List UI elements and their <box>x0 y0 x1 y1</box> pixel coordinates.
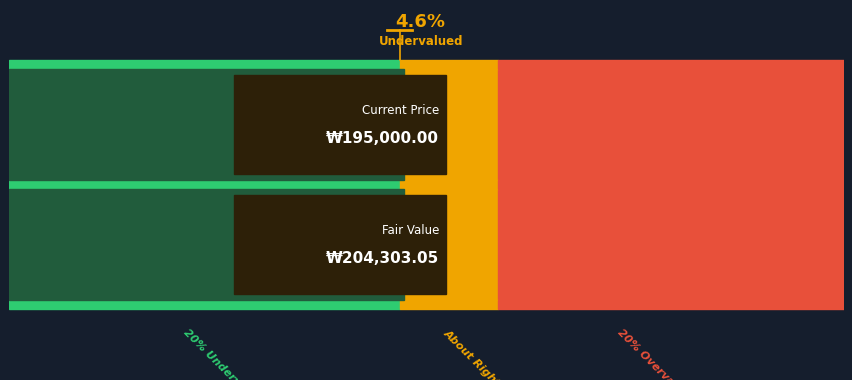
Text: ₩195,000.00: ₩195,000.00 <box>325 131 439 146</box>
Bar <box>9 189 400 300</box>
Text: Undervalued: Undervalued <box>378 35 463 49</box>
Bar <box>498 69 843 180</box>
Bar <box>498 180 843 189</box>
Bar <box>400 60 498 69</box>
Text: About Right: About Right <box>441 328 502 380</box>
Text: 20% Undervalued: 20% Undervalued <box>181 328 266 380</box>
Bar <box>9 180 400 189</box>
Bar <box>400 300 498 309</box>
Bar <box>400 189 498 300</box>
Text: ₩204,303.05: ₩204,303.05 <box>325 251 439 266</box>
Text: 4.6%: 4.6% <box>395 13 445 31</box>
Bar <box>9 189 404 300</box>
Text: 20% Overvalued: 20% Overvalued <box>615 328 694 380</box>
Bar <box>400 69 498 180</box>
Bar <box>9 300 400 309</box>
Bar <box>234 195 446 294</box>
Bar <box>498 300 843 309</box>
Bar <box>234 74 446 174</box>
Bar <box>9 69 404 180</box>
Bar <box>498 60 843 69</box>
Text: Fair Value: Fair Value <box>381 224 439 237</box>
Bar <box>9 69 400 180</box>
Text: Current Price: Current Price <box>361 104 439 117</box>
Bar <box>498 189 843 300</box>
Bar <box>9 60 400 69</box>
Bar <box>400 180 498 189</box>
